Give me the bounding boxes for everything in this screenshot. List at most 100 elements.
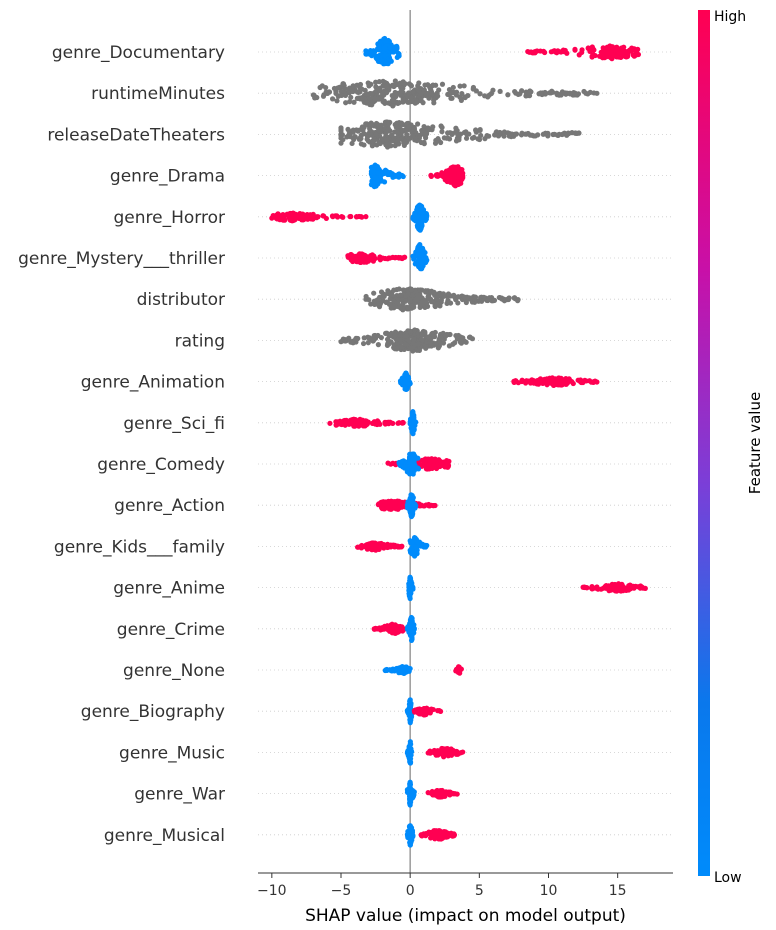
data-point	[564, 132, 570, 138]
data-point	[335, 85, 341, 91]
data-point	[448, 830, 454, 836]
feature-label: genre_Musical	[104, 826, 225, 846]
data-point	[398, 120, 405, 126]
data-point	[410, 133, 416, 139]
data-point	[567, 91, 573, 97]
data-point	[430, 82, 436, 88]
data-point	[281, 213, 287, 219]
data-point	[382, 38, 388, 44]
data-point	[512, 379, 519, 385]
data-point	[356, 423, 362, 429]
data-point	[363, 49, 370, 55]
data-point	[430, 124, 436, 130]
data-point	[428, 173, 434, 179]
data-point	[582, 377, 588, 383]
data-point	[414, 138, 420, 144]
data-point	[486, 133, 492, 139]
data-point	[406, 124, 412, 131]
data-point	[434, 302, 440, 308]
data-point	[416, 87, 422, 94]
colorbar-low-label: Low	[714, 870, 742, 886]
data-point	[440, 340, 447, 346]
data-point	[376, 139, 382, 145]
data-point	[445, 299, 451, 305]
data-point	[338, 88, 344, 95]
data-point	[408, 95, 414, 101]
data-point	[338, 128, 344, 134]
data-point	[373, 55, 379, 61]
data-point	[391, 83, 397, 89]
data-point	[384, 141, 391, 147]
data-point	[416, 347, 423, 354]
data-point	[343, 100, 349, 106]
data-point	[455, 332, 462, 339]
data-point	[388, 132, 395, 138]
data-point	[358, 135, 364, 142]
data-point	[369, 420, 376, 426]
data-point	[443, 830, 449, 837]
data-point	[383, 83, 390, 89]
data-point	[391, 303, 397, 309]
data-point	[539, 377, 545, 383]
data-point	[353, 214, 360, 220]
data-point	[363, 121, 369, 127]
data-point	[445, 177, 451, 183]
data-point	[386, 504, 392, 510]
data-point	[297, 211, 303, 217]
data-point	[402, 377, 408, 384]
data-point	[348, 251, 354, 258]
data-point	[606, 583, 612, 589]
data-point	[439, 748, 445, 754]
data-point	[381, 293, 387, 299]
data-point	[375, 342, 381, 348]
data-point	[410, 789, 416, 795]
data-point	[408, 497, 414, 503]
data-point	[418, 259, 424, 265]
data-point	[329, 96, 336, 102]
data-point	[448, 173, 454, 179]
data-point	[418, 832, 424, 838]
data-point	[444, 746, 450, 753]
data-point	[397, 304, 403, 310]
data-point	[427, 748, 433, 754]
data-point	[430, 792, 436, 798]
data-point	[463, 299, 469, 306]
data-point	[420, 100, 426, 106]
data-point	[408, 83, 415, 89]
data-point	[342, 418, 349, 424]
data-point	[365, 419, 371, 425]
data-point	[369, 143, 375, 149]
data-point	[395, 627, 402, 633]
data-point	[380, 83, 386, 89]
data-point	[361, 418, 367, 424]
data-point	[463, 135, 470, 141]
data-point	[359, 95, 366, 101]
data-point	[572, 90, 578, 96]
data-point	[292, 217, 298, 223]
data-point	[419, 287, 425, 293]
data-point	[368, 301, 374, 307]
data-point	[346, 132, 352, 138]
data-point	[529, 132, 535, 138]
x-tick-label: 5	[475, 883, 484, 899]
data-point	[572, 130, 578, 136]
data-point	[577, 379, 583, 385]
data-point	[412, 327, 418, 333]
data-point	[397, 80, 403, 86]
data-point	[315, 214, 321, 220]
data-point	[457, 94, 463, 100]
data-point	[360, 257, 366, 263]
data-point	[395, 544, 401, 550]
data-point	[385, 126, 392, 132]
data-point	[394, 129, 400, 135]
data-point	[349, 86, 355, 93]
data-point	[394, 345, 400, 351]
data-point	[429, 91, 435, 97]
data-point	[369, 91, 375, 97]
data-point	[419, 127, 425, 134]
data-point	[451, 166, 457, 172]
data-point	[430, 502, 436, 509]
data-point	[337, 421, 343, 427]
data-point	[381, 179, 388, 185]
data-point	[319, 83, 325, 89]
